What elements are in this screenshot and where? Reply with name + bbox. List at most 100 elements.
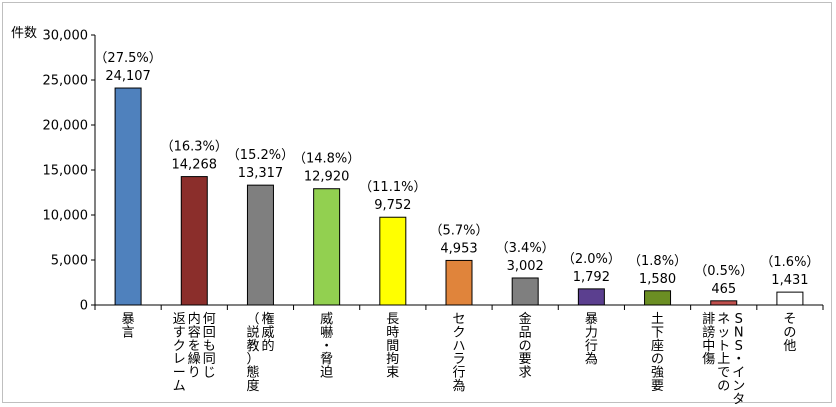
category-char: す	[173, 325, 186, 340]
bar	[114, 87, 142, 306]
y-tick-label: 15,000	[43, 164, 89, 179]
bar	[776, 291, 804, 306]
category-char: 座	[651, 339, 664, 354]
category-char: 迫	[320, 366, 333, 381]
value-label: 24,107	[105, 69, 151, 84]
category-char: 力	[585, 325, 598, 340]
category-char: 長	[386, 312, 399, 327]
category-char: ネ	[717, 312, 730, 327]
y-tick-label: 20,000	[43, 119, 89, 134]
percent-label: （2.0%）	[562, 252, 621, 267]
category-char: ク	[452, 325, 465, 340]
value-label: 1,792	[573, 270, 610, 285]
percent-label: （3.4%）	[496, 241, 555, 256]
category-char: 何	[203, 311, 216, 327]
category-char: 言	[122, 325, 135, 340]
percent-label: （5.7%）	[429, 223, 488, 238]
percent-label: （27.5%）	[94, 51, 161, 66]
percent-label: （16.3%）	[161, 140, 228, 155]
bar	[379, 216, 407, 306]
value-label: 12,920	[304, 170, 350, 185]
category-char: ラ	[452, 352, 465, 367]
category-char: 拘	[386, 352, 399, 367]
category-char: 誹	[702, 312, 715, 327]
category-label: 威嚇・脅迫	[320, 312, 333, 381]
category-char: レ	[173, 352, 186, 367]
category-char: ・	[732, 352, 745, 367]
y-tick-label: 5,000	[51, 254, 88, 269]
value-label: 14,268	[172, 158, 218, 173]
category-label: 権威的	[261, 311, 274, 354]
bar	[180, 176, 208, 306]
bar	[710, 300, 738, 306]
category-char: 威	[261, 325, 274, 340]
percent-label: （14.8%）	[293, 152, 360, 167]
y-tick-label: 30,000	[43, 29, 89, 44]
category-char: も	[203, 339, 216, 354]
category-char: 間	[386, 339, 399, 354]
category-char: じ	[203, 366, 216, 381]
category-char: ン	[732, 379, 745, 394]
category-char: セ	[452, 312, 465, 327]
category-char: N	[734, 325, 744, 340]
data-labels: 24,107 （27.5%） 14,268 （16.3%） 13,317 （15.2%） 1…	[94, 51, 819, 297]
category-label: SNS・インター	[732, 312, 745, 404]
category-char: 嚇	[320, 325, 333, 340]
category-label: 暴言	[122, 312, 135, 340]
category-char: の	[717, 379, 730, 394]
category-label: （説教）態度	[246, 312, 259, 394]
category-char: 権	[261, 311, 274, 327]
category-char: の	[651, 352, 664, 367]
value-label: 1,431	[771, 273, 808, 288]
category-char: 度	[246, 378, 259, 394]
category-char: 暴	[585, 312, 598, 327]
category-char: 下	[651, 325, 664, 340]
category-char: を	[188, 339, 201, 354]
category-char: 要	[651, 379, 664, 394]
bar	[246, 184, 274, 306]
percent-label: （1.6%）	[760, 255, 819, 270]
category-char: 要	[519, 352, 532, 367]
y-tick-label: 0	[80, 299, 88, 314]
category-char: そ	[783, 312, 796, 327]
value-label: 465	[711, 282, 736, 297]
category-char: 的	[261, 338, 274, 354]
category-char: ト	[717, 339, 730, 354]
category-char: 暴	[122, 312, 135, 327]
category-char: 内	[188, 311, 201, 327]
bar	[511, 277, 539, 306]
bar-chart: 件数 05,00010,00015,00020,00025,00030,000 …	[11, 26, 824, 404]
bar	[577, 288, 605, 306]
percent-label: （0.5%）	[694, 264, 753, 279]
category-char: ハ	[452, 339, 465, 354]
category-char: 行	[452, 366, 465, 381]
category-char: 求	[519, 366, 532, 381]
y-tick-label: 10,000	[43, 209, 89, 224]
category-char: S	[735, 312, 743, 327]
category-char: （	[246, 312, 259, 327]
category-char: 土	[651, 312, 664, 327]
category-char: タ	[732, 392, 745, 404]
category-char: 返	[173, 312, 186, 327]
category-char: 説	[246, 324, 259, 340]
category-char: 繰	[188, 352, 201, 367]
category-char: 金	[519, 311, 532, 327]
y-ticks: 0 5,000 10,000 15,000 20,000 25,000 30,000	[43, 29, 95, 314]
percent-label: （15.2%）	[227, 148, 294, 163]
category-char: 同	[203, 352, 216, 367]
category-char: 傷	[702, 352, 715, 367]
category-char: ム	[173, 379, 186, 394]
category-char: イ	[732, 366, 745, 381]
category-char: 為	[452, 378, 465, 394]
y-tick-label: 25,000	[43, 74, 89, 89]
bars	[114, 87, 804, 306]
category-char: 強	[651, 366, 664, 381]
